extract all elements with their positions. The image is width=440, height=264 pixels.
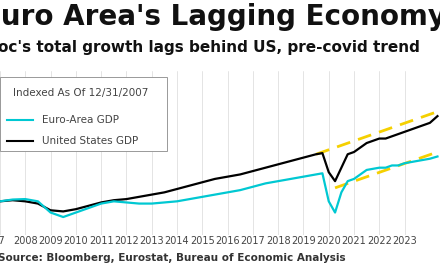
Text: Source: Bloomberg, Eurostat, Bureau of Economic Analysis: Source: Bloomberg, Eurostat, Bureau of E… <box>0 253 346 263</box>
Text: Indexed As Of 12/31/2007: Indexed As Of 12/31/2007 <box>13 88 149 98</box>
FancyBboxPatch shape <box>0 77 167 151</box>
Text: Euro Area's Lagging Economy: Euro Area's Lagging Economy <box>0 3 440 31</box>
Text: United States GDP: United States GDP <box>42 136 138 146</box>
Text: bloc's total growth lags behind US, pre-covid trend: bloc's total growth lags behind US, pre-… <box>0 40 420 55</box>
Text: Euro-Area GDP: Euro-Area GDP <box>42 115 119 125</box>
